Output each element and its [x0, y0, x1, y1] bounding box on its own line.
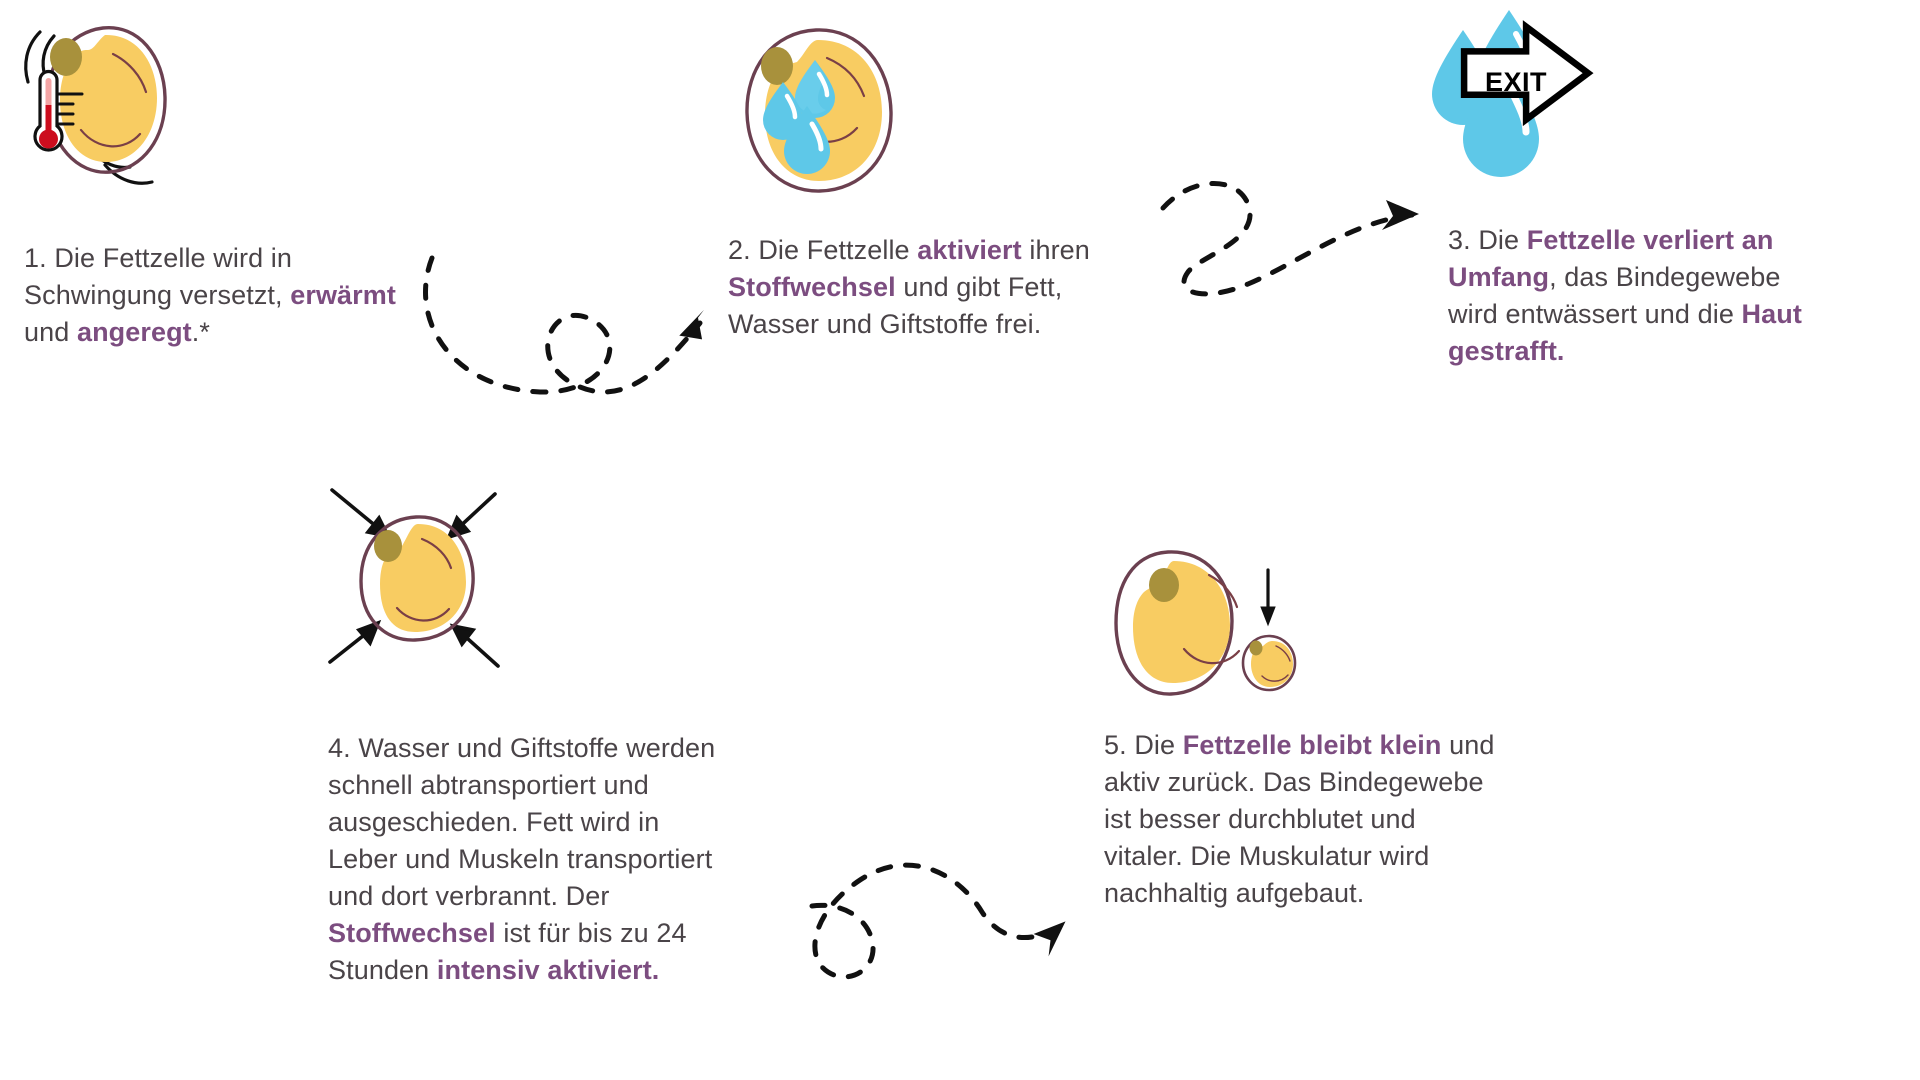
caption-highlight: Fettzelle verliert an — [1526, 225, 1774, 255]
thermometer-icon — [33, 69, 84, 152]
cell-membrane — [745, 28, 893, 193]
cell-highlight-strokes — [395, 537, 453, 622]
caption-line: Wasser und Giftstoffe frei. — [728, 306, 1228, 343]
caption-line: gestrafft. — [1448, 333, 1920, 370]
caption-highlight: Umfang — [1448, 262, 1550, 292]
cell-nucleus — [50, 38, 82, 76]
cell-nucleus — [374, 530, 402, 562]
down-arrow-icon — [1260, 568, 1276, 627]
caption-text: aktiv zurück. Das Bindegewebe — [1104, 767, 1484, 797]
water-droplet-group — [763, 60, 835, 174]
cell-nucleus — [761, 47, 793, 85]
caption-text: und gibt Fett, — [895, 272, 1063, 302]
caption-line: 3. Die Fettzelle verliert an — [1448, 222, 1920, 259]
arrow-top-left-icon — [330, 488, 392, 539]
cell-membrane — [46, 26, 167, 174]
exit-label: EXIT — [1485, 67, 1547, 97]
caption-text: .* — [191, 317, 210, 347]
caption-line: schnell abtransportiert und — [328, 767, 848, 804]
caption-highlight: Stoffwechsel — [728, 272, 896, 302]
caption-highlight: Stoffwechsel — [328, 918, 496, 948]
cell-highlight-strokes — [1182, 573, 1241, 665]
water-droplet-icon — [763, 82, 803, 140]
cell-membrane — [359, 515, 475, 642]
caption-text: Wasser und Giftstoffe frei. — [728, 309, 1042, 339]
large-fat-cell — [1114, 550, 1241, 696]
caption-line: 5. Die Fettzelle bleibt klein und — [1104, 727, 1604, 764]
caption-text: 5. Die — [1104, 730, 1183, 760]
step-1-caption: 1. Die Fettzelle wird in Schwingung verse… — [24, 240, 504, 351]
cell-membrane — [1241, 634, 1297, 692]
arrow-bottom-right-icon — [449, 623, 500, 668]
exit-arrow-shape — [1460, 20, 1594, 127]
step-2-caption: 2. Die Fettzelle aktiviert ihren Stoffwec… — [728, 232, 1228, 343]
caption-text: und dort verbrannt. Der — [328, 881, 610, 911]
caption-highlight: aktiviert — [917, 235, 1022, 265]
caption-text: 4. Wasser und Giftstoffe werden — [328, 733, 716, 763]
caption-text: und — [1441, 730, 1495, 760]
caption-text: ist besser durchblutet und — [1104, 804, 1416, 834]
caption-text: ausgeschieden. Fett wird in — [328, 807, 660, 837]
water-droplet-icon — [784, 106, 830, 174]
caption-text: wird entwässert und die — [1448, 299, 1742, 329]
caption-text: 2. Die Fettzelle — [728, 235, 918, 265]
step-5-caption: 5. Die Fettzelle bleibt klein und aktiv z… — [1104, 727, 1604, 912]
caption-line: und angeregt.* — [24, 314, 504, 351]
large-and-small-fat-cell-with-down-arrow-icon — [1090, 545, 1390, 725]
caption-line: 4. Wasser und Giftstoffe werden — [328, 730, 848, 767]
caption-highlight: Fettzelle bleibt klein — [1182, 730, 1442, 760]
step-3-caption: 3. Die Fettzelle verliert an Umfang, das … — [1448, 222, 1920, 370]
lipid-droplet — [60, 34, 157, 162]
caption-line: Leber und Muskeln transportiert — [328, 841, 848, 878]
caption-text: , das Bindegewebe — [1549, 262, 1781, 292]
caption-text: Leber und Muskeln transportiert — [328, 844, 713, 874]
caption-line: Schwingung versetzt, erwärmt — [24, 277, 504, 314]
cell-nucleus — [1149, 568, 1179, 602]
caption-highlight: angeregt — [76, 317, 192, 347]
caption-line: 2. Die Fettzelle aktiviert ihren — [728, 232, 1228, 269]
lipid-droplet — [380, 524, 466, 632]
caption-text: vitaler. Die Muskulatur wird — [1104, 841, 1430, 871]
caption-line: Stoffwechsel und gibt Fett, — [728, 269, 1228, 306]
caption-text: schnell abtransportiert und — [328, 770, 649, 800]
caption-line: Stunden intensiv aktiviert. — [328, 952, 848, 989]
caption-line: ausgeschieden. Fett wird in — [328, 804, 848, 841]
caption-line: ist besser durchblutet und — [1104, 801, 1604, 838]
connector-arrow-4-to-5 — [809, 862, 1066, 980]
small-fat-cell — [1241, 634, 1297, 692]
caption-text: Schwingung versetzt, — [24, 280, 291, 310]
caption-text: ist für bis zu 24 — [495, 918, 687, 948]
water-droplet-icon — [795, 60, 835, 118]
fat-cell-with-water-droplets-icon — [715, 18, 935, 218]
arrow-bottom-left-icon — [328, 619, 382, 664]
fat-cell-compressed-by-arrows-icon — [310, 470, 600, 710]
caption-highlight: erwärmt — [290, 280, 396, 310]
caption-line: Umfang, das Bindegewebe — [1448, 259, 1920, 296]
cell-nucleus — [1249, 640, 1263, 656]
caption-line: vitaler. Die Muskulatur wird — [1104, 838, 1604, 875]
caption-text: Stunden — [328, 955, 437, 985]
caption-line: nachhaltig aufgebaut. — [1104, 875, 1604, 912]
cell-highlight-strokes — [79, 52, 148, 148]
caption-text: nachhaltig aufgebaut. — [1104, 878, 1365, 908]
lipid-droplet — [1251, 641, 1293, 687]
cell-highlight-strokes — [1261, 645, 1291, 682]
caption-text: und — [24, 317, 77, 347]
caption-text: 3. Die — [1448, 225, 1527, 255]
caption-highlight: gestrafft. — [1448, 336, 1565, 366]
step-4-caption: 4. Wasser und Giftstoffe werden schnell a… — [328, 730, 848, 989]
caption-line: und dort verbrannt. Der — [328, 878, 848, 915]
caption-text: ihren — [1021, 235, 1090, 265]
caption-line: aktiv zurück. Das Bindegewebe — [1104, 764, 1604, 801]
water-droplets-with-exit-arrow-icon: EXIT — [1430, 8, 1660, 198]
vibrating-fat-cell-with-thermometer-icon — [10, 10, 240, 210]
caption-text: 1. Die Fettzelle wird in — [24, 243, 292, 273]
caption-highlight: intensiv aktiviert. — [436, 955, 660, 985]
caption-line: 1. Die Fettzelle wird in — [24, 240, 504, 277]
caption-line: Stoffwechsel ist für bis zu 24 — [328, 915, 848, 952]
caption-highlight: Haut — [1741, 299, 1802, 329]
caption-line: wird entwässert und die Haut — [1448, 296, 1920, 333]
